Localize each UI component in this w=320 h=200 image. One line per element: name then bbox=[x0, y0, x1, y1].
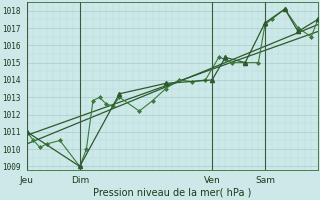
X-axis label: Pression niveau de la mer( hPa ): Pression niveau de la mer( hPa ) bbox=[93, 188, 252, 198]
